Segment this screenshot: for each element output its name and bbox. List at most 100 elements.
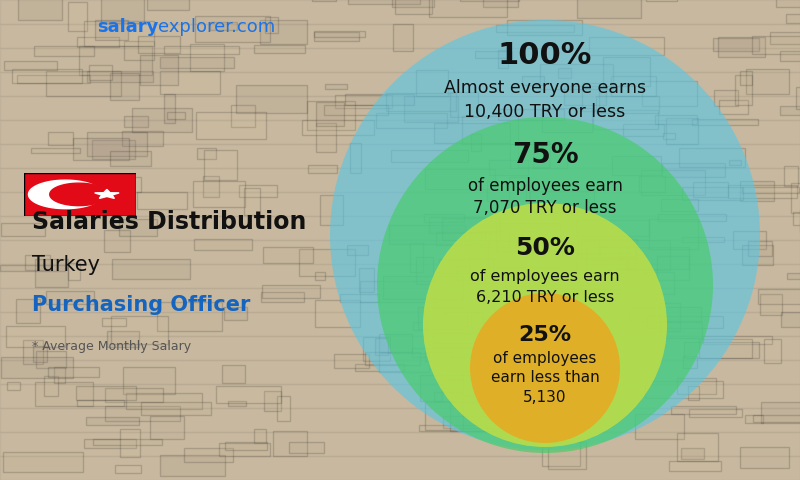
FancyBboxPatch shape [796, 87, 800, 109]
FancyBboxPatch shape [376, 113, 447, 128]
FancyBboxPatch shape [603, 57, 650, 86]
FancyBboxPatch shape [110, 73, 139, 100]
Text: salary: salary [97, 18, 158, 36]
FancyBboxPatch shape [90, 65, 112, 80]
FancyBboxPatch shape [600, 246, 636, 257]
FancyBboxPatch shape [681, 448, 704, 459]
Text: * Average Monthly Salary: * Average Monthly Salary [32, 340, 191, 353]
FancyBboxPatch shape [4, 61, 57, 71]
FancyBboxPatch shape [25, 255, 50, 270]
Text: explorer.com: explorer.com [158, 18, 275, 36]
FancyBboxPatch shape [425, 352, 452, 361]
FancyBboxPatch shape [360, 281, 435, 302]
FancyBboxPatch shape [663, 132, 674, 139]
FancyBboxPatch shape [315, 272, 326, 280]
FancyBboxPatch shape [784, 166, 798, 186]
FancyBboxPatch shape [498, 109, 564, 120]
FancyBboxPatch shape [586, 247, 634, 269]
FancyBboxPatch shape [107, 331, 138, 347]
Text: 10,400 TRY or less: 10,400 TRY or less [464, 103, 626, 121]
FancyBboxPatch shape [434, 392, 462, 401]
FancyBboxPatch shape [436, 231, 490, 245]
FancyBboxPatch shape [124, 41, 154, 60]
FancyBboxPatch shape [260, 20, 307, 44]
FancyBboxPatch shape [87, 71, 153, 82]
FancyBboxPatch shape [518, 142, 550, 167]
FancyBboxPatch shape [669, 460, 721, 471]
FancyBboxPatch shape [314, 32, 358, 41]
Text: of employees: of employees [494, 350, 597, 365]
FancyBboxPatch shape [77, 400, 124, 406]
FancyBboxPatch shape [630, 307, 701, 321]
Text: 7,070 TRY or less: 7,070 TRY or less [474, 199, 617, 217]
FancyBboxPatch shape [84, 21, 154, 46]
FancyBboxPatch shape [277, 396, 290, 420]
FancyBboxPatch shape [140, 55, 178, 85]
FancyBboxPatch shape [254, 429, 266, 443]
Text: 5,130: 5,130 [523, 391, 566, 406]
FancyBboxPatch shape [413, 322, 426, 330]
FancyBboxPatch shape [760, 294, 782, 315]
FancyBboxPatch shape [748, 241, 772, 255]
FancyBboxPatch shape [554, 367, 600, 397]
FancyBboxPatch shape [218, 444, 270, 456]
FancyBboxPatch shape [782, 312, 800, 327]
FancyBboxPatch shape [742, 187, 799, 193]
FancyBboxPatch shape [202, 176, 219, 197]
FancyBboxPatch shape [49, 132, 73, 145]
FancyBboxPatch shape [335, 95, 392, 108]
FancyBboxPatch shape [302, 120, 374, 135]
FancyBboxPatch shape [74, 138, 130, 160]
FancyBboxPatch shape [164, 46, 239, 54]
FancyBboxPatch shape [482, 231, 510, 247]
FancyBboxPatch shape [18, 75, 90, 84]
FancyBboxPatch shape [564, 86, 606, 105]
FancyBboxPatch shape [195, 16, 270, 42]
FancyBboxPatch shape [3, 453, 82, 472]
FancyBboxPatch shape [87, 132, 147, 156]
FancyBboxPatch shape [86, 417, 139, 425]
FancyBboxPatch shape [623, 124, 665, 136]
FancyBboxPatch shape [482, 0, 518, 7]
FancyBboxPatch shape [660, 303, 680, 331]
FancyBboxPatch shape [84, 439, 136, 448]
FancyBboxPatch shape [34, 46, 94, 56]
FancyBboxPatch shape [379, 353, 430, 372]
FancyBboxPatch shape [222, 365, 246, 383]
FancyBboxPatch shape [576, 220, 650, 236]
FancyBboxPatch shape [434, 123, 510, 144]
Text: 100%: 100% [498, 40, 592, 70]
FancyBboxPatch shape [540, 64, 613, 89]
FancyBboxPatch shape [713, 38, 759, 51]
FancyBboxPatch shape [504, 299, 520, 306]
FancyBboxPatch shape [582, 83, 599, 111]
FancyBboxPatch shape [425, 169, 495, 189]
FancyBboxPatch shape [1, 357, 74, 378]
FancyBboxPatch shape [577, 0, 642, 18]
FancyBboxPatch shape [470, 134, 482, 151]
Text: 75%: 75% [512, 141, 578, 169]
FancyBboxPatch shape [522, 76, 543, 85]
FancyBboxPatch shape [163, 94, 175, 123]
FancyBboxPatch shape [95, 20, 128, 40]
FancyBboxPatch shape [657, 256, 690, 280]
FancyBboxPatch shape [462, 116, 518, 144]
FancyBboxPatch shape [578, 241, 599, 258]
Text: of employees earn: of employees earn [467, 177, 622, 195]
FancyBboxPatch shape [639, 176, 665, 192]
FancyBboxPatch shape [761, 402, 800, 423]
FancyBboxPatch shape [350, 144, 361, 173]
FancyBboxPatch shape [18, 0, 62, 20]
FancyBboxPatch shape [320, 195, 343, 225]
FancyBboxPatch shape [160, 71, 220, 94]
FancyBboxPatch shape [315, 300, 360, 327]
FancyBboxPatch shape [509, 177, 530, 205]
FancyBboxPatch shape [450, 402, 506, 431]
FancyBboxPatch shape [692, 119, 758, 125]
FancyBboxPatch shape [594, 110, 658, 129]
FancyBboxPatch shape [365, 352, 420, 365]
FancyBboxPatch shape [42, 178, 107, 189]
FancyBboxPatch shape [581, 239, 637, 259]
Text: of employees earn: of employees earn [470, 268, 620, 284]
FancyBboxPatch shape [101, 0, 144, 23]
